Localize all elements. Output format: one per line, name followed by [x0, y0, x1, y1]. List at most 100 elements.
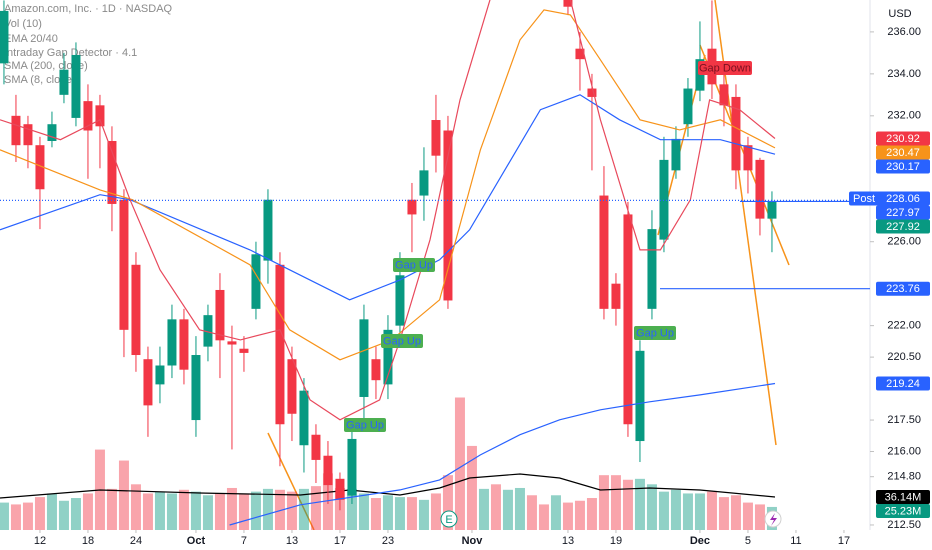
- volume-bar: [610, 475, 621, 530]
- volume-bar: [298, 488, 309, 530]
- candle-body: [371, 359, 381, 381]
- y-tick-label: 234.00: [887, 68, 921, 80]
- candle-body: [443, 130, 453, 301]
- candle-body: [167, 319, 177, 366]
- x-tick-label: 18: [82, 535, 94, 547]
- volume-bar: [646, 484, 657, 530]
- candle-body: [563, 0, 573, 7]
- annotation-box: [634, 326, 676, 340]
- price-label-box: [876, 376, 930, 391]
- volume-bar: [262, 488, 273, 530]
- candle-body: [431, 120, 441, 156]
- y-tick-label: 217.50: [887, 414, 921, 426]
- volume-bar: [682, 493, 693, 530]
- annotation-box: [344, 418, 386, 432]
- volume-bar: [58, 500, 69, 530]
- volume-bar: [706, 491, 717, 530]
- candle-body: [323, 455, 333, 486]
- candle-body: [407, 199, 417, 215]
- candle-body: [215, 289, 225, 341]
- price-label: 230.17: [886, 161, 920, 173]
- candle-body: [47, 124, 57, 141]
- x-tick-label: 19: [610, 535, 622, 547]
- indicator-line: [0, 9, 776, 361]
- volume-bar: [0, 502, 9, 530]
- volume-bar: [586, 498, 597, 530]
- earnings-marker-label[interactable]: E: [445, 514, 452, 526]
- annotation-box: [393, 258, 435, 272]
- candle-body: [71, 54, 81, 118]
- price-label-box: [876, 131, 930, 146]
- y-tick-label: 226.00: [887, 236, 921, 248]
- price-label: 230.92: [886, 133, 920, 145]
- volume-bar: [550, 495, 561, 530]
- price-tag: Post: [853, 193, 875, 205]
- candle-body: [635, 350, 645, 442]
- alert-icon-bolt: [770, 513, 777, 526]
- candle-body: [131, 264, 141, 356]
- candle-body: [383, 329, 393, 385]
- candle-body: [311, 434, 321, 460]
- price-label-box: [876, 205, 930, 220]
- candle-body: [299, 390, 309, 446]
- volume-bar: [118, 460, 129, 530]
- annotation-label: Gap Down: [699, 62, 751, 74]
- candle-body: [191, 355, 201, 421]
- candle-body: [275, 264, 285, 425]
- currency-label: USD: [888, 8, 911, 20]
- candle-body: [95, 105, 105, 127]
- volume-bar: [142, 493, 153, 530]
- candle-body: [0, 10, 9, 64]
- x-tick-label: Oct: [187, 535, 206, 547]
- volume-bar: [358, 493, 369, 530]
- annotation-label: Gap Up: [346, 419, 384, 431]
- volume-bar: [10, 504, 21, 530]
- price-label: 219.24: [886, 378, 920, 390]
- indicator-line: [0, 0, 776, 421]
- volume-bar: [502, 489, 513, 530]
- x-tick-label: 23: [382, 535, 394, 547]
- candle-body: [659, 159, 669, 240]
- y-tick-label: 232.00: [887, 110, 921, 122]
- x-tick-label: 7: [241, 535, 247, 547]
- candle-body: [143, 359, 153, 406]
- earnings-marker[interactable]: [440, 510, 458, 528]
- candle-body: [683, 88, 693, 125]
- candle-body: [599, 195, 609, 309]
- candle-body: [287, 359, 297, 414]
- candle-body: [155, 365, 165, 385]
- volume-bar: [214, 493, 225, 530]
- x-tick-label: 17: [838, 535, 850, 547]
- candle-body: [59, 69, 69, 95]
- annotation-label: Gap Up: [383, 335, 421, 347]
- candle-body: [611, 283, 621, 309]
- volume-bar: [718, 497, 729, 530]
- volume-bar: [34, 497, 45, 530]
- volume-bar: [310, 486, 321, 530]
- candle-body: [671, 138, 681, 171]
- volume-bar: [250, 491, 261, 530]
- indicator-label: EMA 20/40: [4, 33, 58, 45]
- volume-bar: [526, 495, 537, 530]
- annotation-label: Gap Up: [395, 259, 433, 271]
- y-tick-label: 220.50: [887, 351, 921, 363]
- candle-body: [239, 348, 249, 353]
- price-label: 227.97: [886, 207, 920, 219]
- annotation-label: Gap Up: [636, 327, 674, 339]
- volume-bar: [658, 491, 669, 530]
- y-tick-label: 212.50: [887, 519, 921, 531]
- volume-bar: [562, 502, 573, 530]
- candle-body: [203, 315, 213, 347]
- volume-bar: [70, 498, 81, 530]
- volume-label: 25.23M: [885, 505, 922, 517]
- volume-bar: [22, 502, 33, 530]
- y-tick-label: 214.80: [887, 471, 921, 483]
- volume-bar: [670, 489, 681, 530]
- volume-bar: [154, 491, 165, 530]
- candle-body: [35, 145, 45, 190]
- volume-bar: [754, 504, 765, 530]
- indicator-label: SMA (200, close): [4, 60, 88, 72]
- candle-body: [107, 140, 117, 204]
- price-tag-box: [849, 191, 879, 206]
- candle-body: [575, 48, 585, 60]
